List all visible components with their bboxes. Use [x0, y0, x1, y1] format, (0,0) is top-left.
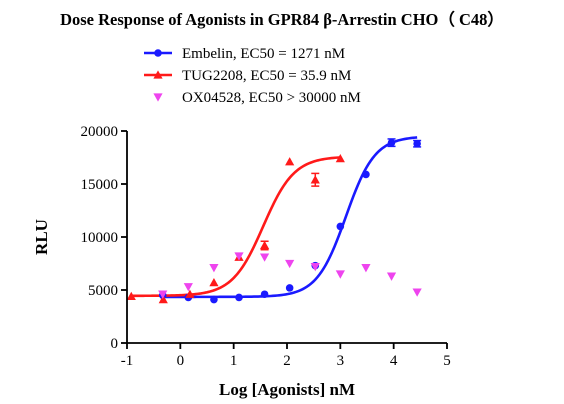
fit-curves — [131, 136, 418, 299]
chart-title: Dose Response of Agonists in GPR84 β-Arr… — [60, 9, 504, 29]
data-point-series-1 — [413, 139, 421, 148]
x-tick-label: 0 — [177, 353, 185, 369]
legend-marker — [154, 49, 162, 57]
data-point-series-1 — [285, 284, 294, 292]
plot-area — [126, 136, 422, 304]
y-axis-title: RLU — [32, 219, 51, 255]
data-point-series-3 — [361, 264, 371, 273]
y-tick-label: 10000 — [81, 230, 119, 246]
y-tick-label: 15000 — [81, 177, 119, 193]
fit-curve-1 — [162, 136, 418, 299]
data-point-series-3 — [412, 288, 422, 297]
x-axis-title: Log [Agonists] nM — [219, 380, 355, 399]
legend: Embelin, EC50 = 1271 nM TUG2208, EC50 = 3… — [144, 46, 361, 106]
y-tick-label: 0 — [111, 336, 119, 352]
data-point-series-1 — [362, 170, 370, 179]
data-point-series-2 — [335, 153, 345, 163]
data-point-series-2 — [310, 175, 320, 184]
data-point-series-3 — [310, 263, 320, 272]
data-point-series-2 — [209, 277, 219, 287]
data-point-series-1 — [260, 290, 269, 299]
data-point-series-3 — [183, 283, 193, 292]
x-tick-label: -1 — [121, 353, 134, 369]
data-point-series-1 — [387, 138, 396, 147]
data-point-series-3 — [386, 272, 397, 281]
data-point-series-1 — [235, 293, 243, 302]
data-point-series-3 — [234, 252, 244, 261]
x-tick-label: 1 — [230, 353, 238, 369]
data-point-series-2 — [185, 289, 195, 298]
data-point-series-3 — [260, 253, 270, 262]
data-point-series-2 — [126, 291, 136, 301]
legend-label: OX04528, EC50 > 30000 nM — [182, 90, 361, 106]
y-axis-ticks: 0 5000 10000 15000 20000 — [81, 124, 127, 352]
data-point-series-1 — [210, 295, 218, 304]
legend-label: Embelin, EC50 = 1271 nM — [182, 46, 345, 62]
data-point-series-3 — [285, 259, 295, 269]
legend-marker — [153, 93, 163, 102]
fit-curve-2 — [131, 156, 341, 298]
x-tick-label: 4 — [390, 353, 398, 369]
y-tick-label: 5000 — [88, 283, 118, 299]
data-points — [126, 138, 422, 304]
y-tick-label: 20000 — [81, 124, 119, 140]
data-point-series-3 — [335, 270, 345, 279]
data-point-series-1 — [336, 222, 345, 231]
data-point-series-2 — [158, 294, 168, 304]
legend-marker — [153, 70, 163, 79]
data-point-series-3 — [209, 264, 219, 273]
legend-label: TUG2208, EC50 = 35.9 nM — [182, 68, 351, 84]
data-point-series-2 — [285, 157, 295, 166]
x-tick-label: 5 — [443, 353, 451, 369]
x-tick-label: 3 — [337, 353, 345, 369]
data-point-series-2 — [260, 240, 270, 250]
x-tick-label: 2 — [283, 353, 291, 369]
data-point-series-3 — [158, 290, 168, 299]
x-axis-ticks: -1 0 1 2 3 4 5 — [121, 343, 451, 369]
